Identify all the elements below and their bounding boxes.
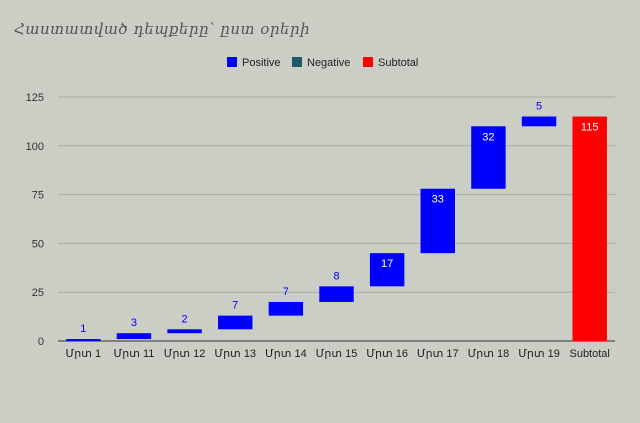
legend-label: Positive (242, 57, 281, 69)
x-tick-label: Մրտ 11 (114, 348, 155, 360)
bar (218, 315, 253, 330)
x-tick-label: Մրտ 13 (214, 348, 256, 360)
bar (167, 329, 202, 334)
x-tick-label: Subtotal (569, 348, 609, 360)
x-tick-label: Մրտ 18 (468, 348, 510, 360)
legend-label: Negative (307, 57, 350, 69)
legend-swatch (227, 57, 237, 67)
data-label: 5 (536, 101, 542, 113)
chart-title: Հաստատված դեպքերը՝ ըստ օրերի (14, 20, 311, 38)
y-tick-label: 50 (32, 238, 44, 250)
bar (66, 339, 101, 341)
data-label: 17 (381, 258, 393, 270)
bar (369, 253, 405, 287)
bar (420, 188, 455, 254)
bar (572, 116, 607, 342)
data-label: 3 (131, 317, 137, 329)
legend-label: Subtotal (378, 57, 418, 69)
bar (268, 301, 304, 316)
x-tick-label: Մրտ 12 (164, 348, 206, 360)
bar (319, 286, 354, 302)
x-tick-label: Մրտ 16 (366, 348, 408, 360)
data-label: 8 (333, 270, 339, 282)
y-tick-label: 125 (26, 92, 44, 104)
y-tick-label: 100 (26, 141, 44, 153)
data-label: 33 (432, 194, 444, 206)
data-label: 2 (182, 313, 188, 325)
data-label: 7 (283, 286, 289, 298)
bar (116, 333, 152, 340)
y-tick-label: 0 (38, 336, 44, 348)
data-label: 1 (80, 323, 86, 335)
data-label: 115 (581, 122, 599, 134)
legend-swatch (292, 57, 302, 67)
x-tick-label: Մրտ 1 (66, 348, 102, 360)
y-tick-label: 25 (32, 287, 44, 299)
y-tick-label: 75 (32, 190, 44, 202)
data-label: 7 (232, 300, 238, 312)
x-tick-label: Մրտ 15 (316, 348, 358, 360)
legend-swatch (363, 57, 373, 67)
x-tick-label: Մրտ 14 (265, 348, 307, 360)
data-label: 32 (482, 131, 494, 143)
x-tick-label: Մրտ 17 (417, 348, 459, 360)
x-tick-label: Մրտ 19 (518, 348, 560, 360)
bar (521, 116, 557, 127)
bar (471, 126, 506, 189)
